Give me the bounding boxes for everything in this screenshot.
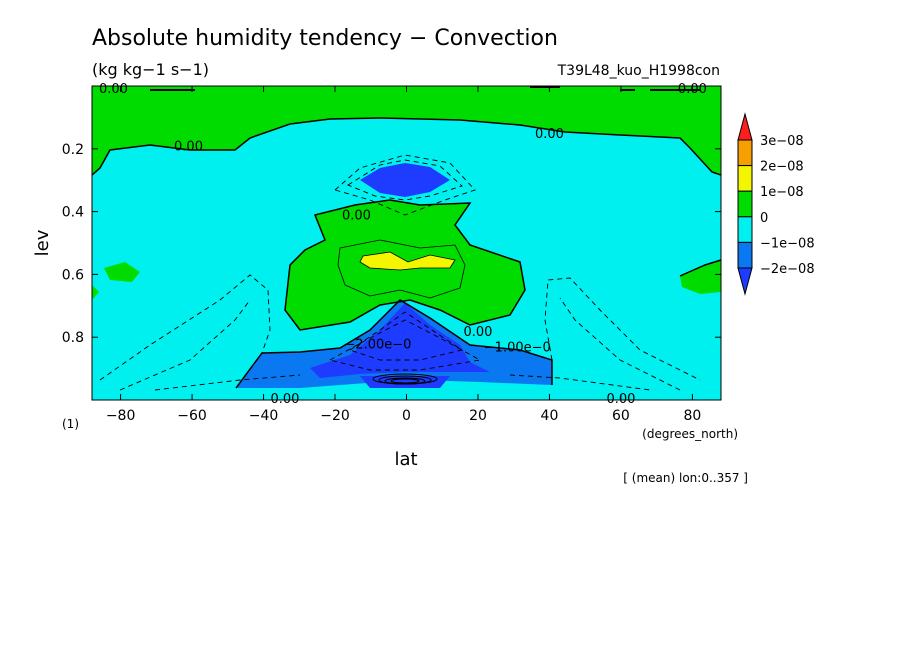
plot-area: 0.00 0.000.000.000.000.00−1.00e−0−2.00e−0… [91, 82, 722, 407]
x-tick-label: 0 [402, 408, 411, 424]
negative-contours [99, 154, 701, 391]
y-tick-label: 0.6 [62, 267, 84, 283]
x-tick-label: 20 [469, 408, 487, 424]
mean-note: [ (mean) lon:0..357 ] [623, 471, 748, 485]
x-unit-label: (degrees_north) [642, 427, 738, 441]
colorbar-label: −1e−08 [760, 236, 815, 251]
x-tick-label: 80 [683, 408, 701, 424]
region-min-upper [360, 163, 450, 197]
x-tick-label: 60 [612, 408, 630, 424]
surface-contours [372, 373, 438, 385]
x-tick-label: −80 [106, 408, 136, 424]
y-axis-label: lev [32, 229, 53, 256]
contour-label: 0.00 [342, 209, 371, 224]
x-axis-label: lat [394, 449, 417, 470]
chart-subtitle: (kg kg−1 s−1) [92, 60, 209, 79]
contour-labels: 0.00 0.000.000.000.000.00−1.00e−0−2.00e−0… [99, 82, 707, 407]
colorbar-segment [737, 139, 753, 167]
colorbar-label: 1e−08 [760, 185, 804, 200]
x-tick-label: −20 [320, 408, 350, 424]
region-positive-upper [92, 86, 721, 175]
y-tick-label: 0.8 [62, 330, 84, 346]
contour-label: 0.00 [271, 392, 300, 407]
contour-label: −1.00e−0 [484, 341, 551, 356]
x-tick-label: −60 [177, 408, 207, 424]
top-edge-marks [150, 86, 700, 91]
colorbar-label: 0 [760, 211, 768, 226]
contour-label: 0.00 [535, 127, 564, 142]
contour-label: 0.00 [464, 325, 493, 340]
region-positive-left-tip [92, 285, 99, 300]
y-tick-label: 0.2 [62, 142, 84, 158]
region-min-bottom-core [360, 376, 450, 388]
y-tick-label: 0.4 [62, 205, 84, 221]
x-tick-label: 40 [541, 408, 559, 424]
colorbar-segment [737, 216, 753, 243]
contour-label: −2.00e−0 [344, 337, 411, 352]
contour-label: 0.00 [174, 140, 203, 155]
colorbar-label: −2e−08 [760, 262, 815, 277]
colorbar: 3e−08 2e−08 1e−08 0 −1e−08 −2e−08 [737, 112, 815, 296]
colorbar-segment [737, 241, 753, 269]
positive-contours [337, 239, 466, 299]
region-positive-left-edge [104, 262, 140, 282]
colorbar-label: 3e−08 [760, 134, 804, 149]
y-axis: 0.2 0.4 0.6 0.8 [62, 142, 721, 346]
colorbar-segment [737, 190, 753, 218]
colorbar-arrow-bottom [737, 267, 753, 296]
chart-title: Absolute humidity tendency − Convection [92, 26, 558, 51]
colorbar-label: 2e−08 [760, 160, 804, 175]
x-axis: −80 −60 −40 −20 0 20 40 60 80 [106, 86, 701, 424]
y-unit-label: (1) [62, 417, 79, 431]
colorbar-arrow-top [737, 112, 753, 141]
region-min-lower-core [310, 303, 490, 378]
region-positive-right-edge [680, 260, 721, 294]
x-tick-label: −40 [249, 408, 279, 424]
colorbar-segment [737, 165, 753, 192]
experiment-label: T39L48_kuo_H1998con [557, 63, 720, 79]
contour-label: 0.00 [99, 82, 128, 97]
region-max-yellow [360, 252, 455, 270]
zero-contours [91, 117, 722, 389]
